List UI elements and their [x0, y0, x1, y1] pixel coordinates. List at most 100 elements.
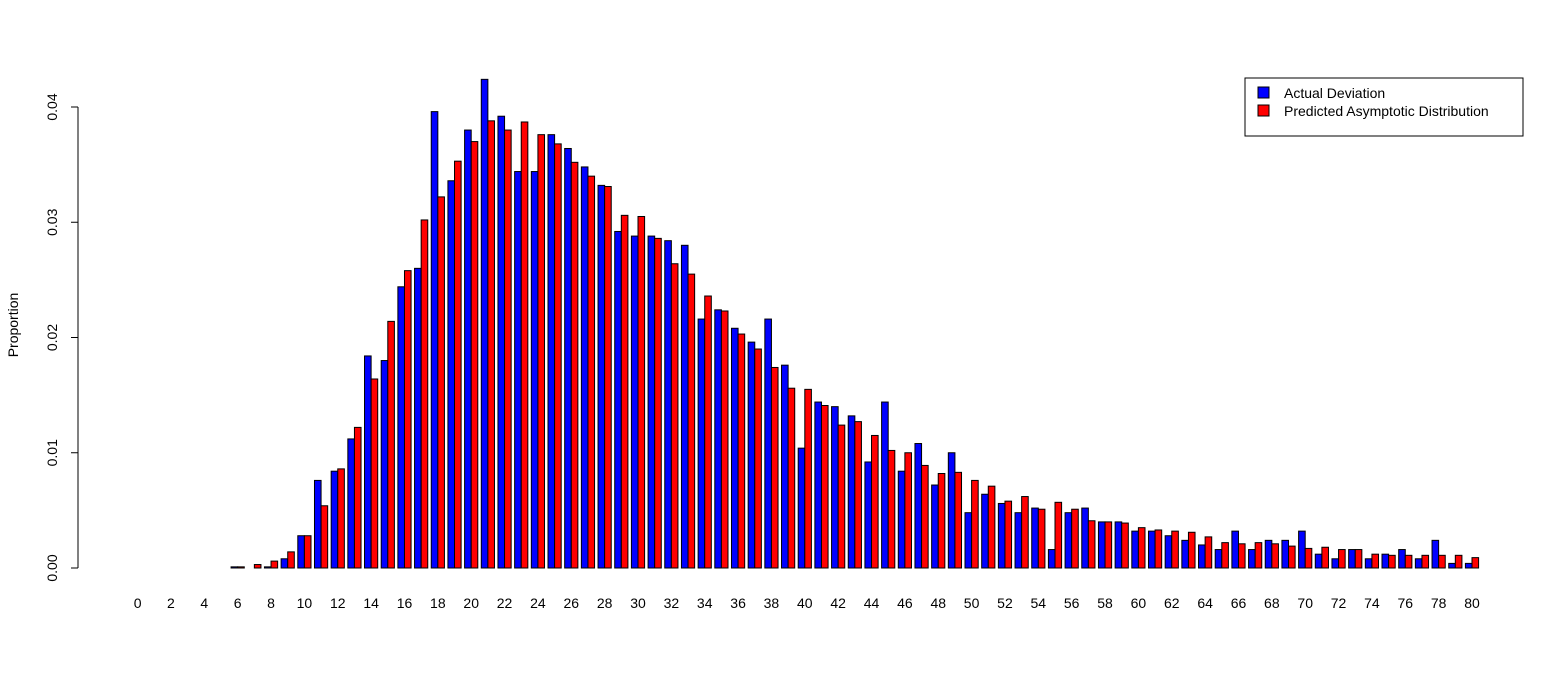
- bar-actual: [814, 401, 822, 569]
- bar-actual: [580, 166, 589, 569]
- x-tick-label: 62: [1164, 595, 1180, 611]
- bar-predicted: [770, 366, 779, 569]
- bar-actual: [480, 78, 489, 569]
- bar-predicted: [1021, 496, 1029, 569]
- bar-actual: [864, 461, 873, 569]
- x-tick-label: 34: [697, 595, 713, 611]
- bar-actual: [680, 244, 689, 569]
- bar-actual: [981, 493, 989, 569]
- legend-key-predicted: [1257, 104, 1270, 117]
- x-tick-label: 8: [267, 595, 275, 611]
- x-tick-label: 40: [797, 595, 813, 611]
- bar-predicted: [971, 479, 979, 569]
- bar-actual: [1398, 549, 1406, 569]
- bar-predicted: [570, 161, 579, 569]
- x-tick-label: 64: [1197, 595, 1213, 611]
- bar-predicted: [437, 196, 445, 569]
- bar-actual: [1097, 521, 1106, 569]
- bar-actual: [964, 512, 973, 569]
- x-tick-label: 12: [330, 595, 346, 611]
- bar-predicted: [487, 120, 495, 569]
- x-axis: 0 2 4 6 8 10 12 14 16 18 20 22 24 26 28 30 32 34 36 38 40 42 4…: [134, 595, 1480, 611]
- bar-predicted: [237, 566, 245, 569]
- bar-predicted: [620, 214, 629, 569]
- bar-predicted: [1121, 522, 1129, 569]
- bar-actual: [1047, 549, 1056, 569]
- bar-predicted: [403, 270, 412, 569]
- bar-actual: [263, 566, 272, 569]
- bar-actual: [1448, 562, 1456, 569]
- y-axis: 0.00 0.01 0.02 0.03 0.04: [44, 93, 79, 582]
- bar-actual: [330, 470, 339, 569]
- y-tick-label: 0.04: [44, 93, 60, 120]
- x-tick-label: 6: [234, 595, 242, 611]
- bar-actual: [614, 230, 622, 569]
- legend-label-predicted: Predicted Asymptotic Distribution: [1284, 103, 1489, 119]
- bar-predicted: [704, 295, 712, 569]
- bar-actual: [931, 484, 939, 569]
- x-tick-label: 22: [497, 595, 513, 611]
- y-tick-label: 0.03: [44, 208, 60, 235]
- x-tick-label: 28: [597, 595, 613, 611]
- bar-predicted: [1154, 529, 1163, 569]
- bar-predicted: [804, 388, 812, 569]
- bar-predicted: [337, 468, 345, 569]
- bar-actual: [764, 318, 772, 569]
- bar-actual: [364, 355, 372, 569]
- bar-predicted: [670, 263, 679, 569]
- bar-predicted: [1254, 542, 1263, 569]
- bar-actual: [797, 447, 806, 569]
- bar-actual: [1198, 544, 1206, 569]
- bar-predicted: [1338, 549, 1346, 569]
- bar-predicted: [1404, 554, 1413, 569]
- bar-actual: [1181, 539, 1189, 569]
- x-tick-label: 78: [1431, 595, 1447, 611]
- bar-actual: [1348, 549, 1356, 569]
- bar-predicted: [1371, 553, 1380, 569]
- x-tick-label: 56: [1064, 595, 1080, 611]
- x-tick-label: 46: [897, 595, 913, 611]
- bar-predicted: [1438, 554, 1446, 569]
- bar-actual: [430, 111, 439, 569]
- x-tick-label: 54: [1031, 595, 1047, 611]
- bar-predicted: [353, 426, 362, 569]
- bar-predicted: [820, 405, 829, 569]
- bar-predicted: [604, 186, 612, 569]
- bar-predicted: [937, 473, 946, 569]
- bar-predicted: [1304, 547, 1313, 569]
- bar-actual: [1131, 530, 1139, 569]
- bar-actual: [547, 134, 556, 569]
- x-tick-label: 58: [1097, 595, 1113, 611]
- bar-actual: [730, 327, 739, 569]
- bar-predicted: [520, 121, 529, 569]
- bar-actual: [914, 443, 923, 569]
- bar-predicted: [921, 464, 929, 569]
- bar-predicted: [454, 160, 462, 569]
- x-tick-label: 32: [664, 595, 680, 611]
- bar-predicted: [1321, 546, 1329, 569]
- bar-predicted: [1354, 549, 1363, 569]
- bar-actual: [347, 438, 355, 569]
- y-tick-label: 0.00: [44, 554, 60, 581]
- bar-actual: [1064, 512, 1073, 569]
- bar-predicted: [470, 141, 479, 569]
- x-tick-label: 2: [167, 595, 175, 611]
- bar-predicted: [1137, 527, 1146, 569]
- x-tick-label: 68: [1264, 595, 1280, 611]
- bar-predicted: [287, 551, 295, 569]
- bar-actual: [380, 360, 389, 569]
- bar-predicted: [637, 215, 646, 569]
- bar-predicted: [1221, 542, 1229, 569]
- bar-predicted: [654, 237, 662, 569]
- x-tick-label: 14: [363, 595, 379, 611]
- bar-predicted: [1388, 554, 1396, 569]
- x-tick-label: 80: [1464, 595, 1480, 611]
- bar-predicted: [554, 143, 562, 569]
- bar-predicted: [1187, 531, 1196, 569]
- bar-predicted: [1054, 501, 1063, 569]
- bar-predicted: [787, 387, 796, 569]
- bar-actual: [514, 171, 522, 569]
- bar-actual: [781, 364, 789, 569]
- bar-actual: [313, 479, 322, 569]
